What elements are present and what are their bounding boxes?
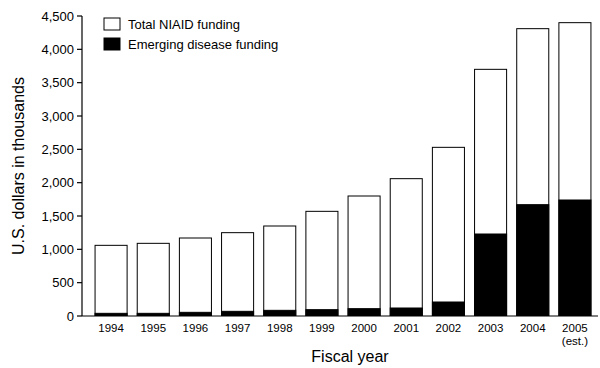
y-tick-label: 3,000 xyxy=(41,109,74,124)
y-tick-label: 0 xyxy=(67,309,74,324)
bar xyxy=(432,302,464,316)
bar xyxy=(517,29,549,316)
x-tick-label-line: 1999 xyxy=(309,322,335,334)
x-tick-label-line: 2004 xyxy=(520,322,546,334)
chart-svg: 0 500 1,000 1,500 2,000 2,500 3,000 3,500 4,000 4… xyxy=(0,0,600,368)
y-tick-label: 3,500 xyxy=(41,75,74,90)
bar xyxy=(137,243,169,316)
x-tick-label: 1996 xyxy=(183,322,209,334)
bar xyxy=(264,226,296,316)
bar xyxy=(475,69,507,316)
legend-label: Total NIAID funding xyxy=(128,17,240,32)
bar xyxy=(559,200,591,316)
bar xyxy=(432,147,464,316)
y-tick xyxy=(77,49,82,50)
x-tick-label: 2002 xyxy=(436,322,462,334)
x-tick-label: 1995 xyxy=(140,322,166,334)
bar xyxy=(306,310,338,316)
y-axis-line xyxy=(81,16,82,316)
legend: Total NIAID funding Emerging disease fund… xyxy=(104,17,278,52)
y-tick-label: 4,500 xyxy=(41,9,74,24)
x-tick-label-line: 2003 xyxy=(478,322,504,334)
x-tick-label: 1999 xyxy=(309,322,335,334)
x-tick-label: 2004 xyxy=(520,322,546,334)
y-tick-label: 2,000 xyxy=(41,175,74,190)
bar xyxy=(306,211,338,316)
y-tick xyxy=(77,15,82,16)
y-tick-label: 1,000 xyxy=(41,242,74,257)
x-tick-label: 1994 xyxy=(98,322,124,334)
x-tick-label: 2003 xyxy=(478,322,504,334)
chart-container: 0 500 1,000 1,500 2,000 2,500 3,000 3,500 4,000 4… xyxy=(0,0,600,368)
y-tick xyxy=(77,249,82,250)
y-tick xyxy=(77,282,82,283)
y-tick-label: 500 xyxy=(52,275,74,290)
x-tick-label-line: 2001 xyxy=(393,322,419,334)
bar xyxy=(348,309,380,316)
x-tick-label: 1997 xyxy=(225,322,251,334)
y-tick xyxy=(77,215,82,216)
y-axis-label: U.S. dollars in thousands xyxy=(10,77,27,255)
bar xyxy=(390,308,422,316)
x-tick-label-line: 1995 xyxy=(140,322,166,334)
bars xyxy=(95,23,591,316)
bar xyxy=(348,196,380,316)
y-tick-label: 4,000 xyxy=(41,42,74,57)
y-tick-label: 2,500 xyxy=(41,142,74,157)
bar xyxy=(179,238,211,316)
bar xyxy=(559,23,591,316)
bar xyxy=(390,179,422,316)
y-tick xyxy=(77,82,82,83)
x-tick-label: 2005(est.) xyxy=(562,322,588,347)
x-tick-label-line: 1996 xyxy=(183,322,209,334)
legend-swatch xyxy=(104,38,120,50)
x-tick-label-line: 1997 xyxy=(225,322,251,334)
x-tick-label-line: 1998 xyxy=(267,322,293,334)
x-tick-label-line: 2005 xyxy=(562,322,588,334)
bar xyxy=(475,234,507,316)
x-axis-line xyxy=(82,315,598,316)
y-tick xyxy=(77,182,82,183)
bar xyxy=(222,311,254,316)
y-tick xyxy=(77,115,82,116)
legend-swatch xyxy=(104,18,120,30)
y-tick xyxy=(77,315,82,316)
x-tick-label: 2001 xyxy=(393,322,419,334)
y-tick xyxy=(77,149,82,150)
x-tick-label-line: 2000 xyxy=(351,322,377,334)
legend-label: Emerging disease funding xyxy=(128,37,278,52)
x-tick-label-line: (est.) xyxy=(562,335,588,347)
y-tick-label: 1,500 xyxy=(41,209,74,224)
x-tick-label: 2000 xyxy=(351,322,377,334)
bar xyxy=(95,245,127,316)
x-tick-label-line: 2002 xyxy=(436,322,462,334)
x-tick-label-line: 1994 xyxy=(98,322,124,334)
x-tick-label: 1998 xyxy=(267,322,293,334)
bar xyxy=(222,233,254,316)
bar xyxy=(517,205,549,316)
bar xyxy=(264,310,296,316)
x-axis-label: Fiscal year xyxy=(311,348,389,365)
